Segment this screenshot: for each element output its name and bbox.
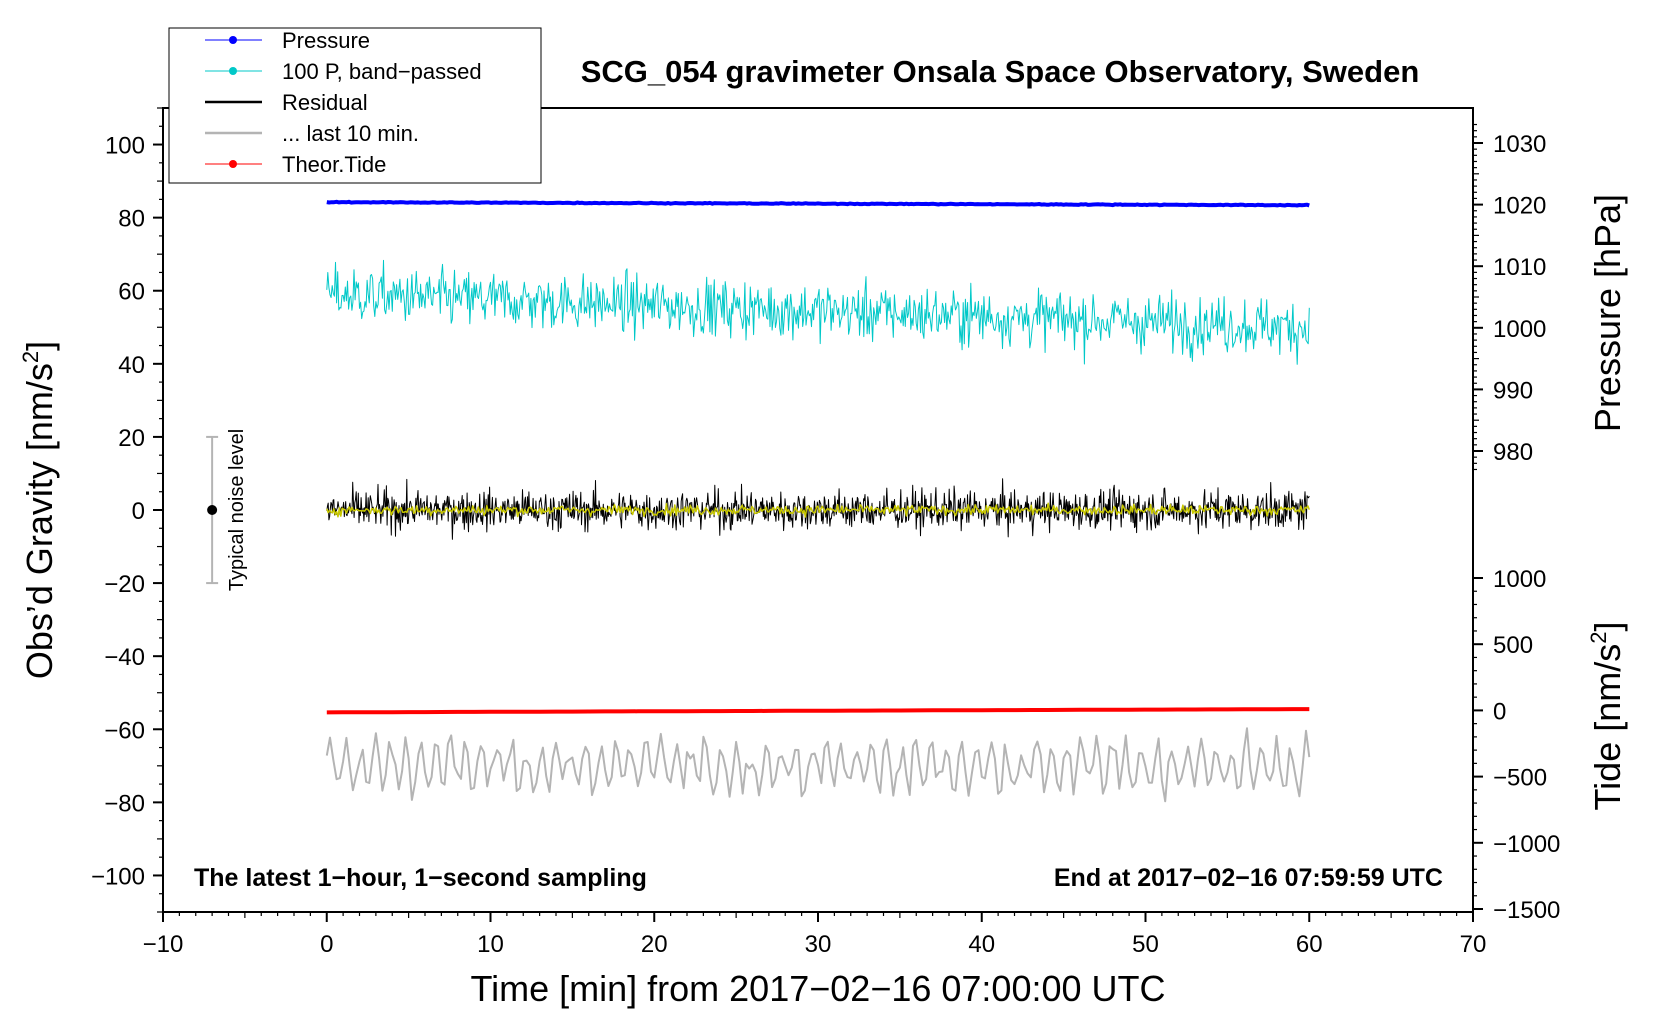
legend-label: ... last 10 min. — [282, 121, 419, 146]
pressure-axis-label: Pressure [hPa] — [1587, 194, 1628, 432]
y-tick-label: 20 — [118, 425, 145, 452]
y-tick-label: −60 — [104, 717, 145, 744]
y-axis-label-end: ] — [19, 341, 60, 351]
x-tick-label: 10 — [477, 931, 504, 958]
x-tick-label: 60 — [1296, 931, 1323, 958]
y-axis-pressure: 980 990 1000 1010 1020 1030 — [1473, 123, 1546, 471]
noise-bar: Typical noise level — [206, 429, 248, 591]
y-tick-label: 60 — [118, 279, 145, 306]
series-last-10-min — [325, 727, 1311, 803]
y-tick-label: −40 — [104, 644, 145, 671]
legend-marker — [229, 36, 237, 44]
legend-marker — [229, 67, 237, 75]
y-tick-label: 0 — [132, 498, 145, 525]
x-axis: −10 0 10 20 30 40 50 60 70 — [143, 912, 1487, 958]
annotation-sampling: The latest 1−hour, 1−second sampling — [194, 864, 647, 892]
series-pressure — [326, 199, 1310, 208]
x-axis-label: Time [min] from 2017−02−16 07:00:00 UTC — [470, 968, 1165, 1009]
y-axis-label: Obs’d Gravity [nm/s2] — [18, 341, 60, 679]
x-tick-label: 70 — [1460, 931, 1487, 958]
legend-label: 100 P, band−passed — [282, 59, 482, 84]
tide-tick-label: 0 — [1493, 698, 1506, 725]
x-tick-label: 50 — [1132, 931, 1159, 958]
x-tick-label: 40 — [968, 931, 995, 958]
pressure-tick-label: 1000 — [1493, 316, 1546, 343]
pressure-tick-label: 980 — [1493, 439, 1533, 466]
y-axis-tide: −1500 −1000 −500 0 500 1000 — [1473, 566, 1560, 924]
noise-bar-label: Typical noise level — [226, 429, 248, 591]
tide-tick-label: −1000 — [1493, 831, 1560, 858]
tide-axis-label-main: Tide [nm/s — [1587, 644, 1628, 811]
y-axis-label-sup: 2 — [18, 351, 43, 363]
tide-tick-label: 500 — [1493, 632, 1533, 659]
legend-marker — [229, 160, 237, 168]
x-tick-label: 0 — [320, 931, 333, 958]
y-axis-label-main: Obs’d Gravity [nm/s — [19, 363, 60, 679]
y-tick-label: −80 — [104, 790, 145, 817]
y-axis-gravity: −100 −80 −60 −40 −20 0 20 40 60 80 100 — [91, 107, 163, 913]
x-tick-label: 30 — [805, 931, 832, 958]
tide-axis-label-sup: 2 — [1586, 632, 1611, 644]
series-theoretical-tide — [326, 707, 1310, 715]
pressure-tick-label: 1020 — [1493, 193, 1546, 220]
pressure-tick-label: 990 — [1493, 377, 1533, 404]
legend: Pressure 100 P, band−passed Residual ... la… — [168, 27, 542, 184]
series-band-passed-pressure — [326, 259, 1310, 365]
legend-label: Residual — [282, 90, 368, 115]
pressure-tick-label: 1010 — [1493, 254, 1546, 281]
y-tick-label: 40 — [118, 352, 145, 379]
noise-bar-center-dot — [207, 505, 218, 515]
x-tick-label: 20 — [641, 931, 668, 958]
y-tick-label: −100 — [91, 863, 145, 890]
tide-axis-label: Tide [nm/s2] — [1586, 622, 1628, 811]
y-tick-label: 80 — [118, 206, 145, 233]
series-layer — [325, 199, 1311, 803]
y-tick-label: 100 — [105, 133, 145, 160]
series-residual-smoothed — [326, 502, 1310, 518]
chart-title: SCG_054 gravimeter Onsala Space Observat… — [581, 54, 1420, 89]
legend-label: Theor.Tide — [282, 152, 386, 177]
y-tick-label: −20 — [104, 571, 145, 598]
pressure-tick-label: 1030 — [1493, 131, 1546, 158]
legend-label: Pressure — [282, 28, 370, 53]
tide-axis-label-end: ] — [1587, 622, 1628, 632]
legend-box — [168, 27, 542, 184]
tide-tick-label: 1000 — [1493, 566, 1546, 593]
tide-tick-label: −500 — [1493, 765, 1547, 792]
tide-tick-label: −1500 — [1493, 897, 1560, 924]
annotation-end-time: End at 2017−02−16 07:59:59 UTC — [1054, 864, 1443, 892]
x-tick-label: −10 — [143, 931, 184, 958]
